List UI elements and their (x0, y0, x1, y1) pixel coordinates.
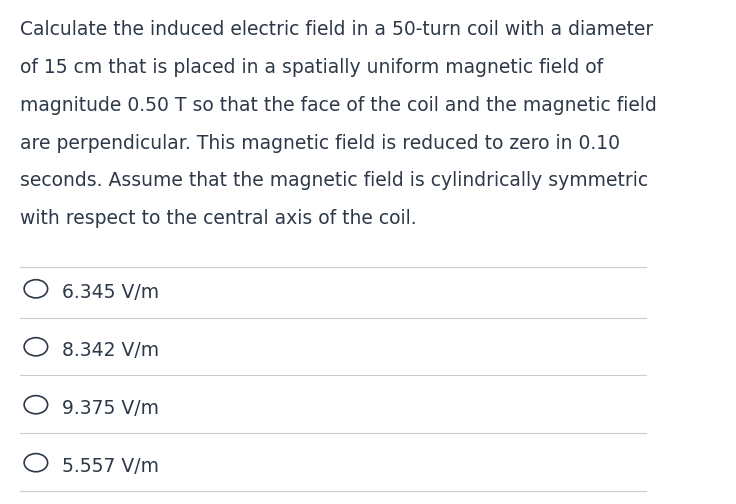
Text: 5.557 V/m: 5.557 V/m (62, 457, 159, 476)
Text: of 15 cm that is placed in a spatially uniform magnetic field of: of 15 cm that is placed in a spatially u… (20, 58, 603, 77)
Text: with respect to the central axis of the coil.: with respect to the central axis of the … (20, 209, 416, 228)
Text: 9.375 V/m: 9.375 V/m (62, 399, 159, 418)
Text: are perpendicular. This magnetic field is reduced to zero in 0.10: are perpendicular. This magnetic field i… (20, 134, 620, 153)
Text: Calculate the induced electric field in a 50-turn coil with a diameter: Calculate the induced electric field in … (20, 20, 653, 39)
Text: seconds. Assume that the magnetic field is cylindrically symmetric: seconds. Assume that the magnetic field … (20, 171, 648, 191)
Text: 8.342 V/m: 8.342 V/m (62, 341, 159, 360)
Text: magnitude 0.50 T so that the face of the coil and the magnetic field: magnitude 0.50 T so that the face of the… (20, 96, 657, 115)
Text: 6.345 V/m: 6.345 V/m (62, 283, 159, 302)
